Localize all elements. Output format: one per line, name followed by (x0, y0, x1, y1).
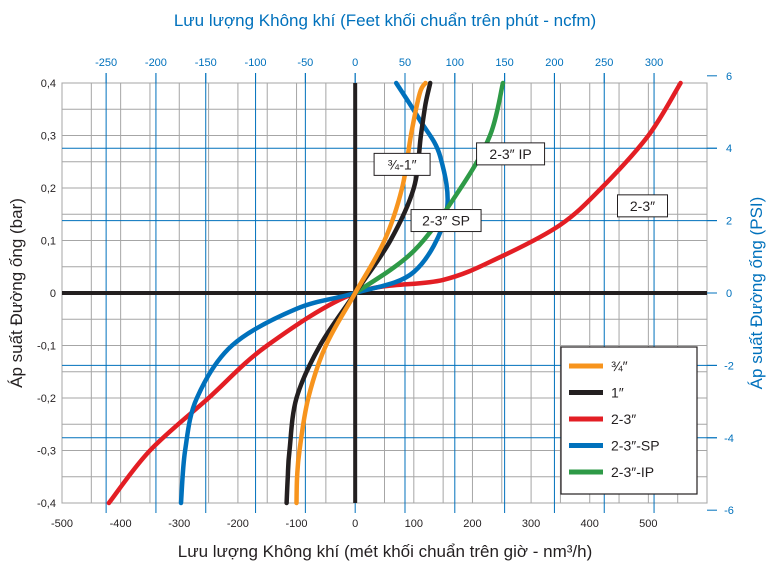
curve-label-box (476, 142, 546, 166)
y-tick-label: 0,3 (41, 131, 56, 143)
y-tick-label: -0,3 (37, 446, 56, 458)
x2-tick-label: 300 (645, 57, 663, 69)
x-tick-label: -300 (168, 518, 190, 530)
y-tick-label: 0 (50, 288, 56, 300)
x-tick-label: -400 (110, 518, 132, 530)
x-tick-label: 0 (352, 518, 358, 530)
curve-label: 2-3″ (630, 198, 655, 214)
curve-label-box (373, 152, 431, 176)
legend-label: 2-3″-SP (611, 438, 660, 454)
legend-label: 1″ (611, 385, 624, 401)
y2-axis-label: Áp suất Đường ống (PSI) (747, 197, 766, 390)
y2-tick-label: -2 (724, 360, 734, 372)
x-tick-label: -200 (227, 518, 249, 530)
curve-label: 2-3″ IP (489, 146, 531, 162)
y-tick-label: 0,2 (41, 183, 56, 195)
legend: ¾″ 1″ 2-3″ 2-3″-SP 2-3″-IP (560, 346, 698, 495)
x2-tick-label: -100 (245, 57, 267, 69)
x2-tick-label: -50 (297, 57, 313, 69)
x-tick-label: -100 (286, 518, 308, 530)
x2-tick-label: 200 (545, 57, 563, 69)
x2-tick-label: -150 (195, 57, 217, 69)
legend-label: 2-3″-IP (611, 464, 654, 480)
x2-tick-label: 50 (399, 57, 411, 69)
curve-label: 2-3″ SP (422, 213, 470, 229)
curve-label-box (410, 209, 482, 233)
series-curves (106, 80, 683, 506)
y2-tick-label: 2 (726, 216, 732, 228)
x2-tick-label: 150 (495, 57, 513, 69)
legend-label: 2-3″ (611, 411, 636, 427)
tick-labels: -500 -400 -300 -200 -100 0 100 200 300 400 5000,40… (37, 57, 734, 530)
y2-tick-label: -4 (724, 433, 734, 445)
y2-tick-label: 4 (726, 143, 732, 155)
series-line (294, 80, 428, 506)
y2-tick-label: 6 (726, 71, 732, 83)
x-axis-label: Lưu lượng Không khí (mét khối chuẩn trên… (178, 542, 593, 561)
x-tick-label: 100 (405, 518, 423, 530)
legend-label: ¾″ (611, 358, 628, 374)
x2-tick-label: 100 (446, 57, 464, 69)
y2-tick-label: 0 (726, 288, 732, 300)
x-tick-label: 500 (639, 518, 657, 530)
y-axis-label: Áp suất Đường ống (bar) (7, 198, 26, 388)
x2-tick-label: 250 (595, 57, 613, 69)
series-line (352, 80, 506, 296)
y-tick-label: -0,4 (37, 498, 56, 510)
chart-title: Lưu lượng Không khí (Feet khối chuẩn trê… (174, 11, 596, 30)
x-tick-label: 200 (463, 518, 481, 530)
curve-labels: ¾-1″ 2-3″ IP 2-3″ SP 2-3″ (373, 142, 668, 233)
x-tick-label: 300 (522, 518, 540, 530)
x2-tick-label: -250 (95, 57, 117, 69)
curve-label-box (617, 194, 668, 218)
y-tick-label: 0,4 (41, 78, 56, 90)
y-tick-label: 0,1 (41, 236, 56, 248)
x-tick-label: 400 (581, 518, 599, 530)
y2-tick-label: -6 (724, 505, 734, 517)
x2-tick-label: 0 (352, 57, 358, 69)
y-tick-label: -0,1 (37, 341, 56, 353)
y-tick-label: -0,2 (37, 393, 56, 405)
curve-label: ¾-1″ (388, 156, 417, 172)
x2-tick-label: -200 (145, 57, 167, 69)
x-tick-label: -500 (51, 518, 73, 530)
